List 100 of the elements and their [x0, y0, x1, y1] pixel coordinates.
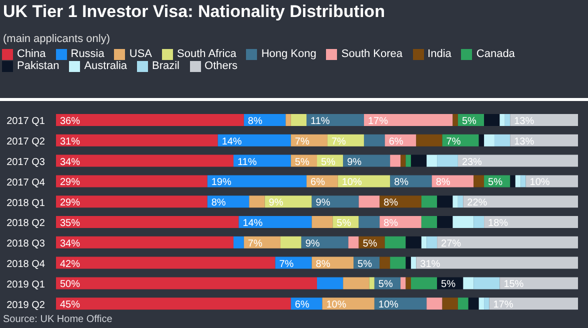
data-label: 17%	[368, 116, 388, 127]
bar	[421, 196, 438, 208]
bar	[56, 175, 208, 188]
bar	[416, 256, 578, 269]
bar	[452, 114, 458, 126]
data-label: 36%	[60, 116, 80, 127]
bar	[504, 114, 510, 126]
bar	[233, 236, 244, 248]
data-label: 8%	[248, 116, 262, 127]
bar	[463, 277, 474, 290]
bar	[406, 154, 411, 167]
bar	[426, 298, 442, 310]
bar	[437, 236, 578, 248]
data-label: 9%	[268, 198, 284, 209]
bar	[458, 154, 578, 167]
annotation: Source: UK Home Office	[3, 314, 112, 325]
data-label: 7%	[294, 136, 310, 148]
bar	[400, 277, 406, 290]
data-label: 5%	[362, 238, 378, 250]
bar	[343, 277, 370, 290]
bar	[306, 114, 364, 126]
bar	[364, 134, 385, 146]
bar	[474, 277, 500, 290]
data-label: 7%	[248, 238, 262, 250]
legend-label: India	[428, 48, 452, 60]
data-label: 10%	[326, 300, 346, 311]
data-label: 5%	[441, 279, 456, 290]
bar	[390, 154, 401, 167]
bar	[437, 154, 458, 167]
bar	[515, 175, 521, 188]
data-label: 6%	[294, 300, 310, 311]
bar	[233, 154, 291, 167]
data-label: 34%	[60, 156, 80, 168]
bar	[290, 114, 307, 126]
bar	[452, 196, 458, 208]
legend-label: Russia	[70, 48, 104, 60]
chart-title: UK Tier 1 Investor Visa: Nationality Distribution	[3, 2, 385, 22]
y-tick-label: 2018 Q4	[6, 259, 46, 270]
legend-label: Australia	[84, 60, 127, 72]
bar	[286, 114, 291, 126]
legend-label: Others	[204, 60, 238, 72]
data-label: 9%	[316, 198, 330, 209]
bar	[218, 134, 291, 146]
bar	[280, 236, 302, 248]
data-label: 8%	[384, 218, 398, 229]
bar	[468, 298, 479, 310]
bar	[437, 196, 453, 208]
y-tick-label: 2018 Q3	[6, 238, 46, 250]
bar	[406, 277, 411, 290]
bar	[358, 216, 380, 228]
data-label: 8%	[384, 198, 398, 209]
bar	[500, 277, 578, 290]
data-label: 11%	[310, 116, 330, 127]
y-tick-label: 2017 Q2	[6, 136, 46, 148]
bar	[474, 216, 484, 228]
data-label: 29%	[60, 198, 80, 209]
data-label: 5%	[321, 156, 336, 168]
bar	[452, 216, 474, 228]
bar	[56, 298, 291, 310]
data-label: 8%	[394, 177, 409, 188]
bar	[380, 256, 390, 269]
bar	[421, 216, 438, 228]
bar	[474, 175, 484, 188]
data-label: 5%	[378, 279, 393, 290]
bar	[384, 236, 406, 248]
y-tick-label: 2019 Q1	[6, 279, 46, 290]
data-label: 29%	[60, 177, 80, 188]
bar	[369, 277, 374, 290]
bar	[400, 154, 406, 167]
data-label: 9%	[347, 156, 362, 168]
bar	[406, 256, 411, 269]
data-label: 8%	[211, 198, 226, 209]
data-label: 6%	[310, 177, 326, 188]
data-label: 8%	[316, 258, 330, 270]
bar	[56, 134, 218, 146]
bar	[312, 216, 333, 228]
data-label: 6%	[388, 136, 404, 148]
y-tick-label: 2018 Q1	[6, 198, 46, 209]
data-label: 35%	[60, 218, 80, 229]
data-label: 5%	[336, 218, 352, 229]
bar	[494, 134, 510, 146]
data-label: 11%	[237, 156, 257, 168]
bar	[238, 216, 312, 228]
bar	[500, 114, 505, 126]
legend-label: Hong Kong	[261, 48, 316, 60]
bar	[358, 196, 380, 208]
legend-label: South Africa	[177, 48, 236, 60]
data-label: 9%	[305, 238, 320, 250]
data-label: 31%	[60, 136, 80, 148]
bar	[410, 256, 416, 269]
bar	[463, 196, 578, 208]
bar	[421, 236, 427, 248]
legend-label: South Korea	[341, 48, 403, 60]
data-label: 14%	[222, 136, 242, 148]
bar	[458, 298, 468, 310]
data-label: 5%	[358, 258, 372, 270]
bar	[275, 256, 312, 269]
data-label: 5%	[294, 156, 310, 168]
bar	[478, 298, 484, 310]
y-tick-label: 2017 Q1	[6, 116, 46, 128]
